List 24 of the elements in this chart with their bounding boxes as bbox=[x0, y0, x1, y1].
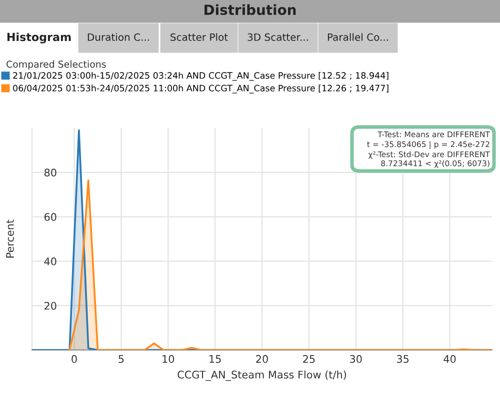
legend-label: 21/01/2025 03:00h-15/02/2025 03:24h AND CCGT_AN_Case Pressure [12.52 ; 18.944] bbox=[13, 72, 388, 81]
text: Histogram bbox=[7, 32, 71, 44]
x-tick-label: 30 bbox=[350, 355, 362, 363]
x-tick-label: 40 bbox=[444, 355, 456, 363]
text: Scatter Plot bbox=[170, 33, 228, 41]
y-tick-label: 40 bbox=[44, 257, 56, 266]
x-axis-title: CCGT_AN_Steam Mass Flow (t/h) bbox=[178, 370, 346, 381]
x-tick-label: 10 bbox=[162, 355, 174, 363]
x-tick-label: 25 bbox=[303, 355, 315, 363]
x-tick-label: 35 bbox=[396, 355, 409, 363]
x-tick-label: 15 bbox=[210, 355, 221, 363]
y-tick-label: 20 bbox=[44, 302, 56, 310]
x-tick-label: 5 bbox=[118, 355, 124, 363]
chart-subtitle: Compared Selections bbox=[6, 60, 106, 70]
x-tick-label: 20 bbox=[256, 355, 268, 363]
chart-title: Distribution bbox=[204, 4, 296, 16]
text: Parallel Co... bbox=[328, 33, 388, 41]
text: Duration C... bbox=[88, 33, 149, 41]
legend-label: 06/04/2025 01:53h-24/05/2025 11:00h AND CCGT_AN_Case Pressure [12.26 ; 19.477] bbox=[13, 84, 388, 94]
x-tick-label: 0 bbox=[72, 355, 77, 363]
y-tick-label: 80 bbox=[44, 168, 56, 177]
text: 3D Scatter... bbox=[248, 33, 308, 41]
y-tick-label: 60 bbox=[44, 213, 56, 221]
y-axis-title: Percent bbox=[6, 220, 14, 258]
